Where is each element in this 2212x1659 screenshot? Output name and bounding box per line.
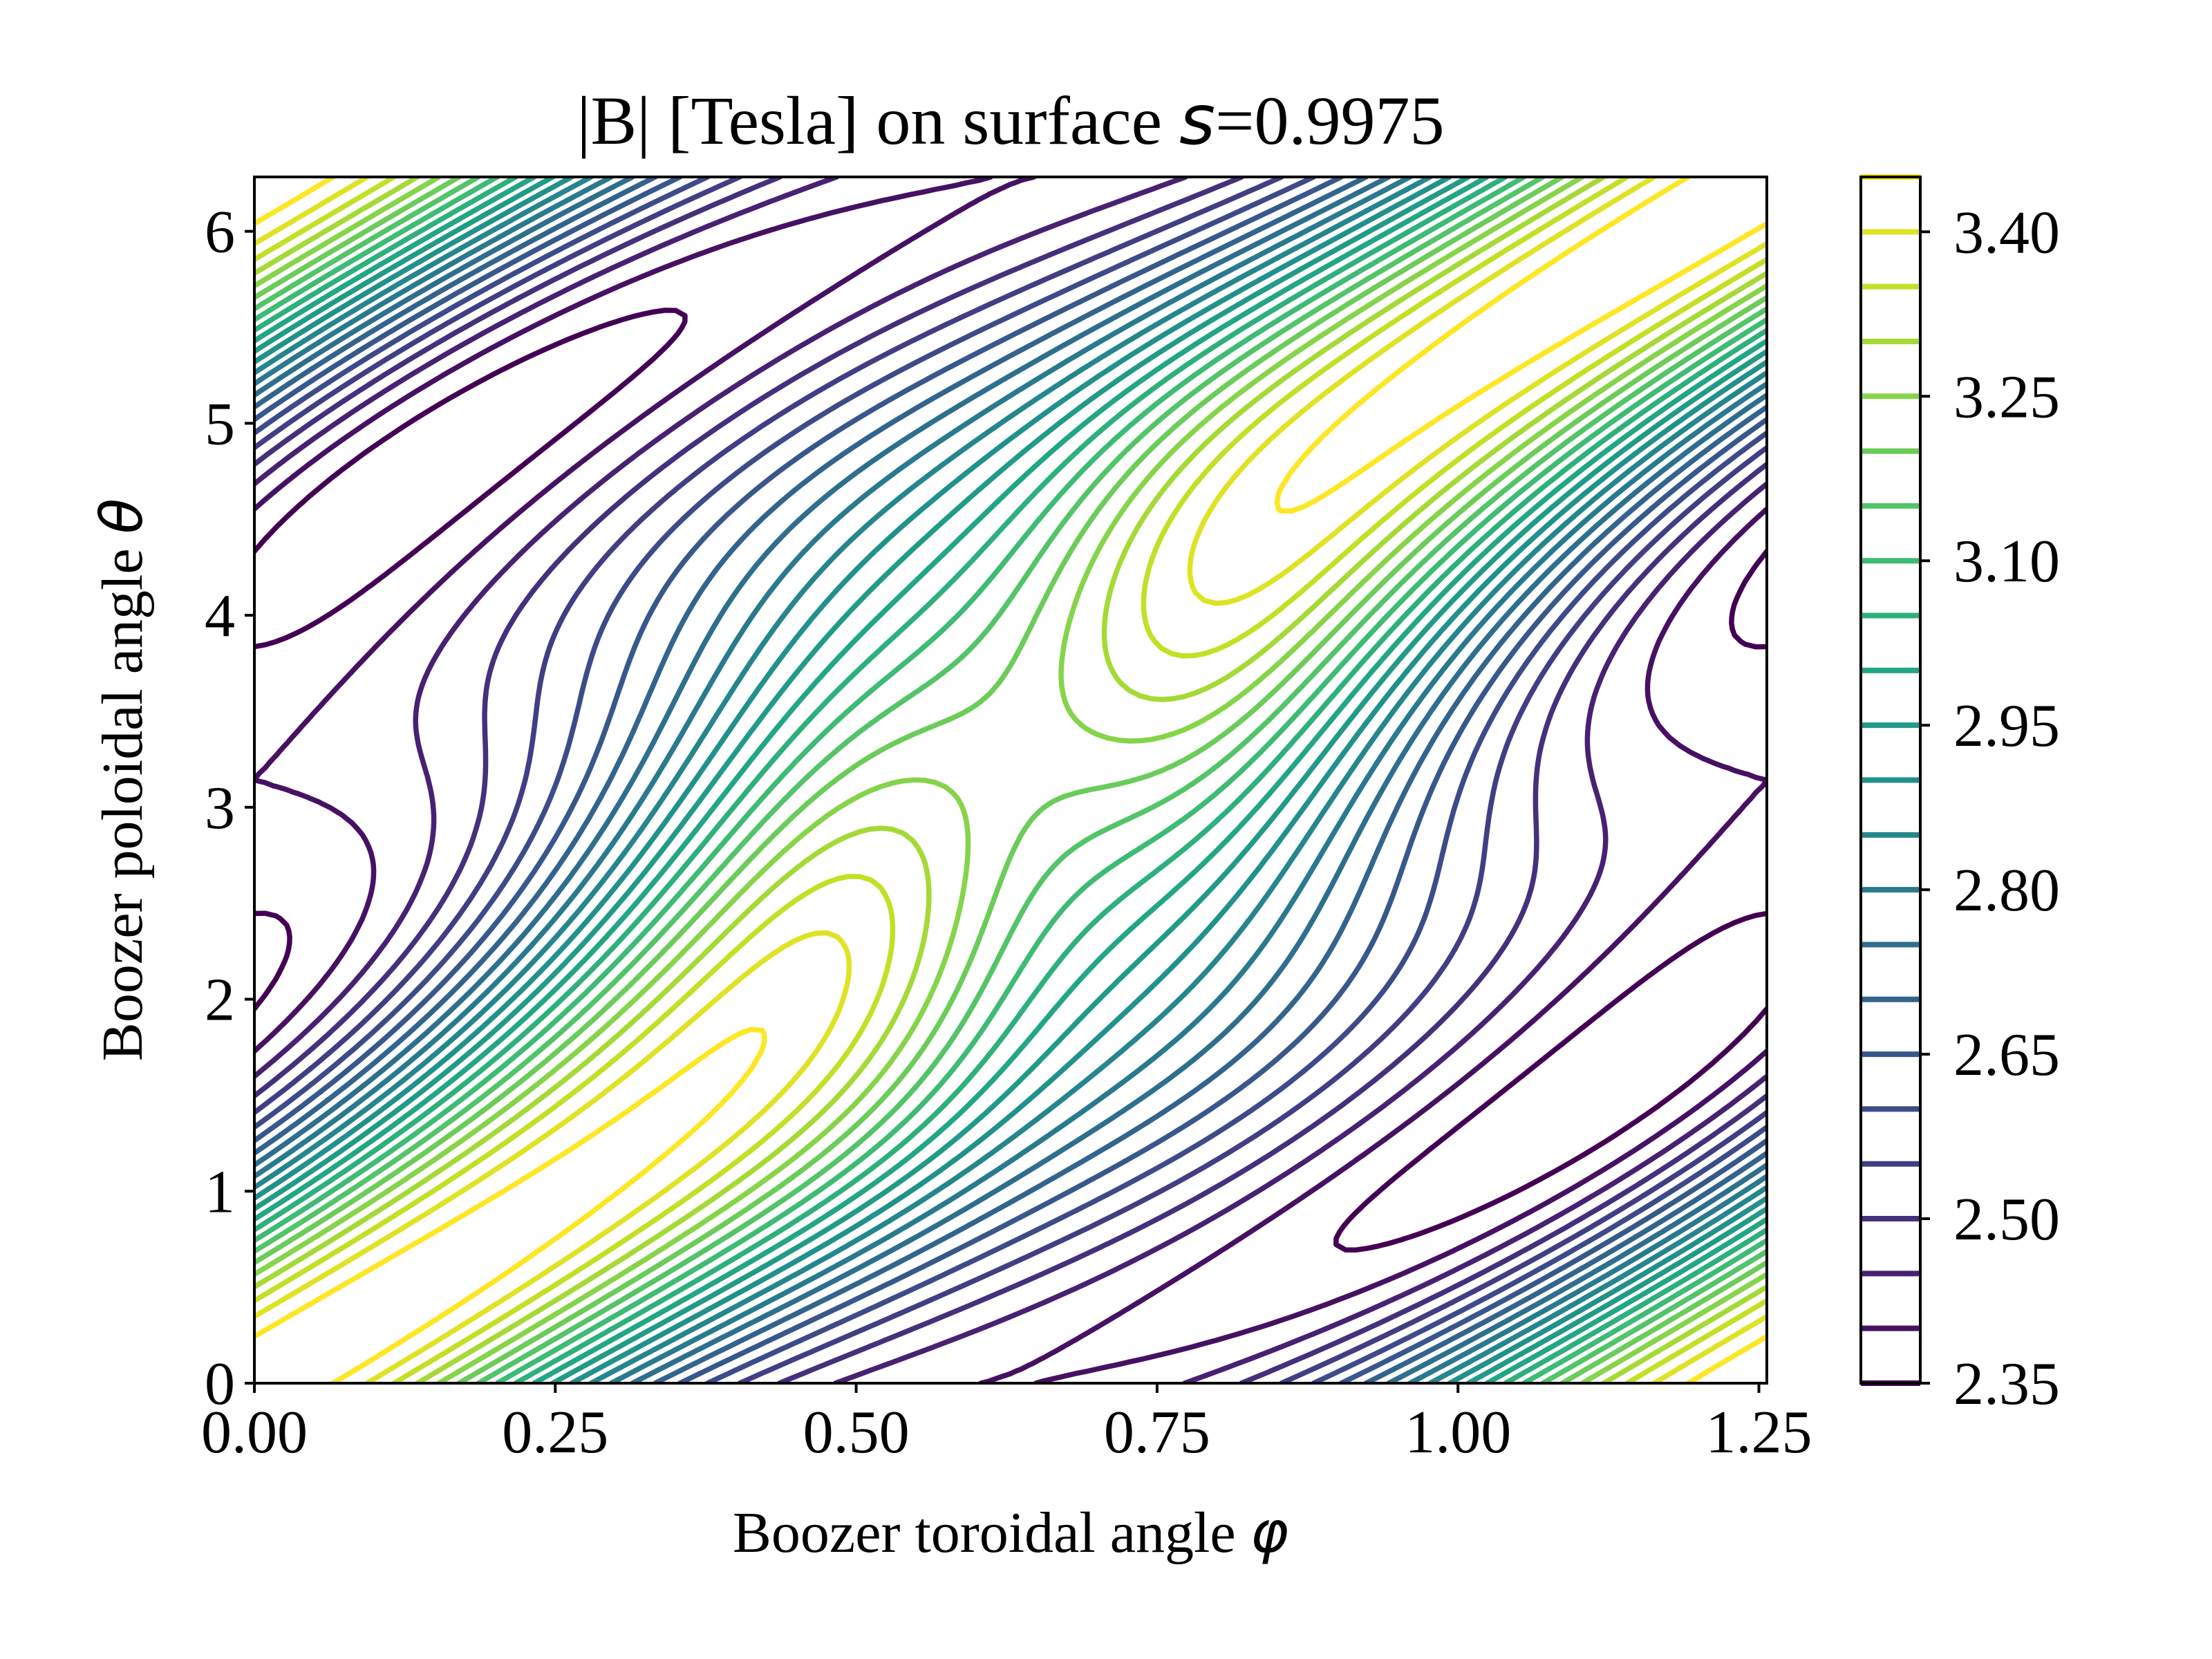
colorbar-tick-label: 2.50 [1953, 1186, 2060, 1253]
x-tick-label: 0.75 [1104, 1399, 1210, 1466]
contour-level-8 [254, 177, 1767, 1383]
contour-level-11 [254, 177, 1767, 1383]
contour-level-22 [254, 177, 1767, 1383]
colorbar-tick-label: 2.35 [1953, 1351, 2060, 1418]
x-tick-label: 1.25 [1706, 1399, 1812, 1466]
contour-lines [254, 177, 1767, 1383]
colorbar: 2.35 2.50 2.65 2.80 2.95 3.10 3.25 3.40 [1859, 174, 2060, 1418]
y-tick-label: 3 [205, 775, 235, 842]
contour-level-19 [254, 177, 1767, 1383]
contour-level-6 [254, 177, 1767, 1383]
colorbar-tick-label: 2.80 [1953, 857, 2060, 924]
colorbar-frame [1859, 176, 1922, 1385]
x-axis-label: Boozer toroidal angle φ [733, 1498, 1288, 1566]
y-tick-label: 0 [205, 1351, 235, 1418]
x-axis: 0.00 0.25 0.50 0.75 1.00 1.25 [201, 1383, 1812, 1466]
colorbar-tick-label: 3.10 [1953, 528, 2060, 595]
y-tick-label: 6 [205, 199, 235, 266]
contour-level-7 [254, 177, 1767, 1383]
x-tick-label: 0.50 [803, 1399, 910, 1466]
colorbar-tick-label: 2.95 [1953, 693, 2060, 760]
contour-level-10 [254, 177, 1767, 1383]
y-axis: 0 1 2 3 4 5 6 [205, 199, 254, 1418]
y-tick-label: 1 [205, 1159, 235, 1226]
x-tick-label: 0.25 [502, 1399, 608, 1466]
x-tick-label: 1.00 [1405, 1399, 1511, 1466]
y-tick-label: 4 [205, 583, 235, 650]
colorbar-tick-label: 2.65 [1953, 1022, 2060, 1089]
plot-frame [253, 176, 1768, 1385]
contour-level-14 [254, 177, 1767, 1383]
contour-level-15 [254, 177, 1767, 1383]
contour-level-9 [254, 177, 1767, 1383]
chart-title: |B| [Tesla] on surface s=0.9975 [577, 79, 1444, 160]
y-tick-label: 5 [205, 391, 235, 458]
colorbar-tick-label: 3.25 [1953, 364, 2060, 431]
colorbar-tick-label: 3.40 [1953, 199, 2060, 266]
y-axis-label: Boozer poloidal angle θ [88, 498, 156, 1061]
contour-level-0 [254, 308, 1767, 1253]
contour-level-21 [254, 177, 1767, 1383]
x-tick-label: 0.00 [201, 1399, 308, 1466]
y-tick-label: 2 [205, 967, 235, 1034]
